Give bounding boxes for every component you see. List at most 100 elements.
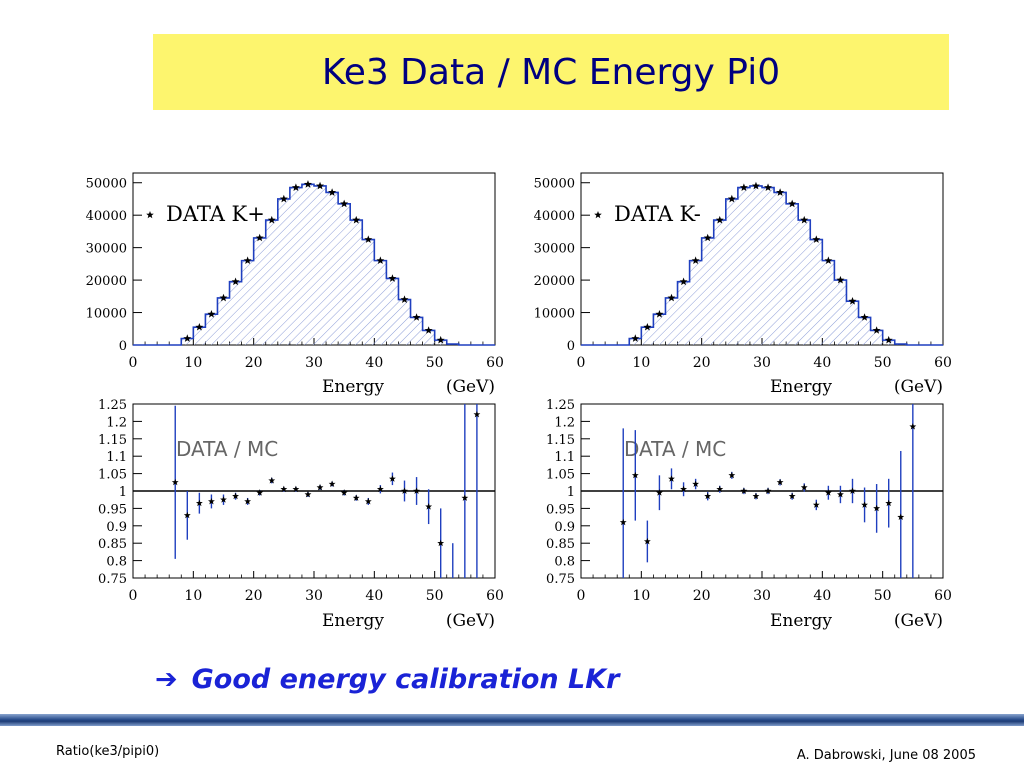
ratio-point-star bbox=[849, 487, 856, 494]
chart-ratio-k-plus: 0 10 20 30 40 50 60 0.75 0.8 0.85 0.9 0.95 1 1.05 1.1 1… bbox=[98, 398, 504, 631]
legend-label: DATA K+ bbox=[166, 202, 265, 226]
x-tick-label: 0 bbox=[129, 588, 138, 604]
data-point-star bbox=[788, 199, 797, 208]
data-point-star bbox=[303, 180, 312, 188]
data-point-star bbox=[751, 181, 760, 190]
data-point-star bbox=[836, 275, 845, 284]
x-tick-label: 60 bbox=[934, 355, 952, 371]
data-point-star bbox=[279, 194, 288, 203]
y-tick-label: 10000 bbox=[86, 307, 127, 322]
data-point-star bbox=[352, 215, 361, 224]
ratio-point-star bbox=[716, 485, 724, 493]
x-tick-label: 20 bbox=[245, 588, 263, 604]
x-tick-label: 30 bbox=[753, 588, 771, 604]
y-tick-label: 1.2 bbox=[554, 415, 575, 430]
data-point-star bbox=[243, 256, 252, 265]
x-tick-label: 60 bbox=[934, 588, 952, 604]
x-axis-label: Energy bbox=[322, 377, 384, 397]
conclusion-text: Good energy calibration LKr bbox=[191, 664, 620, 695]
y-tick-label: 50000 bbox=[86, 177, 127, 192]
x-tick-label: 0 bbox=[577, 355, 586, 371]
ratio-point-star bbox=[401, 487, 408, 494]
y-tick-label: 1 bbox=[119, 485, 127, 500]
y-tick-label: 0.95 bbox=[546, 502, 575, 517]
slide-title: Ke3 Data / MC Energy Pi0 bbox=[321, 51, 781, 93]
title-banner: Ke3 Data / MC Energy Pi0 bbox=[153, 34, 949, 110]
ratio-point-star bbox=[776, 478, 784, 486]
ratio-point-star bbox=[389, 475, 396, 482]
footer-left-label: Ratio(ke3/pipi0) bbox=[56, 744, 160, 759]
data-point-star bbox=[824, 256, 833, 265]
ratio-point-star bbox=[316, 483, 324, 491]
data-point-star bbox=[412, 313, 421, 321]
footer-right-label: A. Dabrowski, June 08 2005 bbox=[796, 748, 976, 763]
x-tick-label: 10 bbox=[184, 588, 202, 604]
x-tick-label: 60 bbox=[486, 355, 504, 371]
ratio-point-star bbox=[220, 496, 227, 503]
x-tick-label: 20 bbox=[245, 355, 263, 371]
ratio-point-star bbox=[437, 539, 445, 547]
y-tick-label: 1.25 bbox=[98, 398, 127, 413]
ratio-point-star bbox=[268, 476, 276, 484]
x-tick-label: 0 bbox=[577, 588, 586, 604]
y-tick-label: 20000 bbox=[86, 274, 127, 289]
ratio-point-star bbox=[740, 487, 748, 494]
data-point-star bbox=[424, 326, 433, 334]
ratio-point-star bbox=[668, 475, 675, 482]
x-tick-label: 50 bbox=[426, 355, 444, 371]
x-tick-label: 40 bbox=[813, 355, 831, 371]
x-axis-unit: (GeV) bbox=[446, 377, 495, 397]
ratio-point-star bbox=[909, 423, 917, 430]
data-point-star bbox=[800, 215, 809, 224]
ratio-point-star bbox=[473, 410, 481, 418]
ratio-point-star bbox=[328, 480, 336, 487]
ratio-point-star bbox=[752, 492, 760, 500]
y-tick-label: 1.2 bbox=[106, 415, 127, 430]
data-point-star bbox=[872, 326, 881, 334]
y-tick-label: 1.15 bbox=[546, 433, 575, 448]
x-tick-label: 10 bbox=[632, 355, 650, 371]
y-tick-label: 40000 bbox=[534, 209, 575, 224]
data-point-star bbox=[631, 334, 640, 342]
ratio-point-star bbox=[873, 504, 881, 512]
legend-star-marker bbox=[146, 211, 154, 219]
data-point-star bbox=[776, 188, 785, 196]
ratio-point-star bbox=[195, 499, 203, 507]
data-point-star bbox=[848, 296, 857, 305]
x-tick-label: 40 bbox=[813, 588, 831, 604]
ratio-point-star bbox=[837, 490, 844, 498]
data-point-star bbox=[715, 215, 724, 224]
ratio-point-star bbox=[692, 480, 700, 487]
x-tick-label: 10 bbox=[184, 355, 202, 371]
data-point-star bbox=[388, 274, 397, 282]
y-tick-label: 1 bbox=[567, 485, 575, 500]
x-tick-label: 50 bbox=[426, 588, 444, 604]
data-point-star bbox=[376, 256, 385, 265]
data-point-star bbox=[316, 181, 325, 190]
y-tick-label: 30000 bbox=[534, 242, 575, 257]
legend-star-marker bbox=[594, 211, 602, 219]
y-tick-label: 1.05 bbox=[98, 468, 127, 483]
ratio-point-star bbox=[824, 489, 832, 496]
ratio-point-star bbox=[812, 501, 820, 508]
data-point-star bbox=[255, 233, 264, 242]
ratio-point-star bbox=[704, 492, 712, 500]
x-axis-unit: (GeV) bbox=[894, 611, 943, 631]
y-tick-label: 1.25 bbox=[546, 398, 575, 413]
ratio-point-star bbox=[280, 485, 288, 493]
x-tick-label: 20 bbox=[693, 355, 711, 371]
footer-divider bbox=[0, 714, 1024, 726]
chart-ratio-k-minus: 0 10 20 30 40 50 60 0.75 0.8 0.85 0.9 0.95 1 1.05 1.1 1… bbox=[546, 398, 952, 631]
data-point-star bbox=[764, 183, 773, 191]
ratio-annotation: DATA / MC bbox=[176, 437, 278, 461]
histogram-hatch-fill bbox=[169, 184, 471, 345]
data-point-star bbox=[643, 322, 652, 331]
ratio-point-star bbox=[800, 483, 808, 491]
data-point-star bbox=[860, 313, 869, 321]
y-tick-label: 1.05 bbox=[546, 468, 575, 483]
ratio-point-star bbox=[788, 492, 796, 500]
data-point-star bbox=[655, 309, 664, 318]
x-axis-label: Energy bbox=[322, 611, 384, 631]
chart-histogram-k-minus: 0 10 20 30 40 50 60 0 10000 20000 30000 40000 50000 E… bbox=[534, 172, 952, 397]
x-tick-label: 0 bbox=[129, 355, 138, 371]
